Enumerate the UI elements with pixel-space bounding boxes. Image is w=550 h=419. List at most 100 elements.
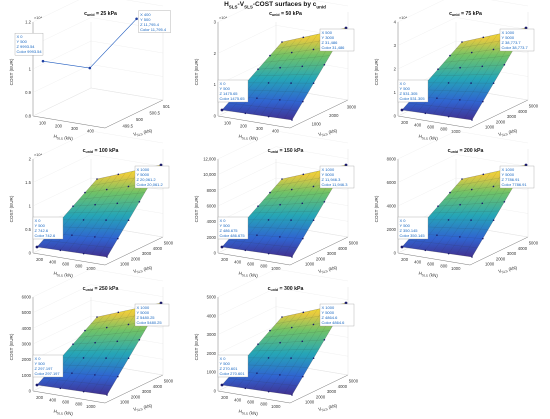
- data-point: [470, 219, 472, 221]
- datatip-line: Color 4864.6: [322, 320, 346, 325]
- x-tick-label: 800: [260, 264, 268, 269]
- data-point: [279, 66, 281, 69]
- chart-panel: cunid = 25 kPa0.80.911.11.2×10⁴100200300…: [9, 0, 171, 141]
- x-tick-label: 1000: [451, 129, 461, 134]
- z-exponent-label: ×10⁴: [399, 16, 407, 20]
- y-tick-label: 2000: [496, 256, 506, 261]
- datatip-marker-high: [524, 163, 528, 167]
- x-tick-label: 400: [414, 122, 422, 127]
- grid-line: [90, 268, 164, 282]
- z-tick-label: 6000: [387, 180, 397, 185]
- mesh-line: [431, 210, 500, 214]
- data-point: [449, 54, 451, 57]
- datatip-line: X 0: [220, 356, 227, 361]
- grid-line: [32, 300, 92, 329]
- x-tick-label: 200: [36, 257, 44, 262]
- data-point: [279, 203, 281, 206]
- datatip-line: X 1000: [502, 167, 515, 172]
- z-exponent-label: ×10⁴: [219, 16, 227, 20]
- datatip-line: Y 500: [17, 39, 28, 44]
- grid-line: [275, 146, 349, 159]
- x-axis-label: HSLS (kN): [238, 271, 259, 280]
- z-tick-label: 2000: [207, 351, 217, 356]
- data-point: [302, 36, 305, 39]
- y-tick-label: 4000: [518, 246, 528, 251]
- z-tick-label: 0: [394, 114, 397, 119]
- y-tick-label: 3000: [142, 389, 152, 394]
- z-axis-label: COST (EUR): [9, 58, 14, 85]
- data-point: [269, 329, 271, 332]
- data-point: [471, 256, 473, 258]
- grid-line: [32, 284, 92, 313]
- data-point: [436, 97, 438, 99]
- data-point: [106, 394, 108, 396]
- datatip-box: [134, 165, 170, 189]
- datatip-line: Color 31,486: [322, 45, 346, 50]
- data-point: [127, 357, 130, 359]
- grid-line: [217, 177, 277, 207]
- datatip-line: Z 486.675: [220, 228, 239, 233]
- datatip-line: Z 270.601: [220, 366, 239, 371]
- chart-panel: cunid = 150 kPa 0 2000 4000 6000 8000 10,000 12…: [194, 130, 359, 280]
- datatip-line: Z 1475.65: [220, 91, 239, 96]
- data-point: [117, 311, 120, 314]
- z-tick-label: 3: [394, 43, 397, 48]
- data-point: [116, 202, 119, 205]
- datatip-line: Y 5000: [137, 310, 150, 315]
- z-tick-label: 3000: [22, 342, 32, 347]
- datatip-line: X 1000: [322, 305, 335, 310]
- datatip-line: Color 486.675: [220, 233, 246, 238]
- data-point: [447, 82, 450, 84]
- data-point: [269, 54, 271, 57]
- grid-line: [217, 306, 277, 335]
- z-tick-label: 0.9: [25, 90, 31, 95]
- y-tick-label: 4000: [518, 109, 528, 114]
- mesh-line: [227, 103, 298, 111]
- data-point: [290, 219, 292, 221]
- y-axis-label: VSLS (kN): [318, 403, 339, 413]
- y-axis-line: [104, 236, 164, 266]
- mesh-line: [239, 364, 309, 368]
- datatip-line: Color 297.197: [35, 371, 61, 376]
- mesh-line: [227, 240, 298, 248]
- y-tick-label: 1000: [120, 400, 130, 405]
- data-point: [94, 374, 96, 376]
- data-point: [94, 203, 96, 206]
- y-axis-line: [289, 374, 349, 404]
- x-axis-label: HSLS (kN): [238, 409, 259, 418]
- grid-line: [455, 154, 529, 167]
- y-axis-line: [104, 374, 164, 404]
- y-axis-label: VSLS (kN): [318, 128, 339, 138]
- datatip-line: Color 1475.65: [220, 96, 246, 101]
- y-axis-line: [289, 99, 349, 129]
- data-point: [135, 17, 138, 21]
- data-point: [323, 64, 326, 66]
- datatip-box: [217, 79, 249, 103]
- z-axis-label: COST (EUR): [9, 195, 14, 222]
- mesh-line: [437, 64, 505, 70]
- datatip-line: X 400: [140, 12, 151, 17]
- datatip-line: Z 531.305: [400, 91, 419, 96]
- data-point: [41, 59, 45, 63]
- y-tick-label: 4000: [153, 246, 163, 251]
- chart-title: cunid = 100 kPa: [83, 148, 119, 154]
- datatip-marker-high: [344, 301, 348, 305]
- datatip-box: [32, 216, 64, 240]
- data-point: [436, 234, 438, 236]
- datatip-marker-low: [220, 383, 224, 387]
- chart-title: cunid = 250 kPa: [83, 286, 119, 292]
- datatip-box: [499, 28, 535, 52]
- z-tick-label: 2: [394, 67, 397, 72]
- mesh-line: [66, 210, 135, 214]
- z-exponent-label: ×10⁴: [34, 16, 42, 20]
- data-point: [138, 339, 141, 341]
- z-tick-label: 4000: [207, 313, 217, 318]
- data-point: [482, 173, 485, 176]
- data-point: [471, 119, 473, 121]
- grid-line: [32, 315, 92, 345]
- x-axis-label: HSLS (kN): [53, 409, 74, 418]
- data-point: [281, 41, 283, 43]
